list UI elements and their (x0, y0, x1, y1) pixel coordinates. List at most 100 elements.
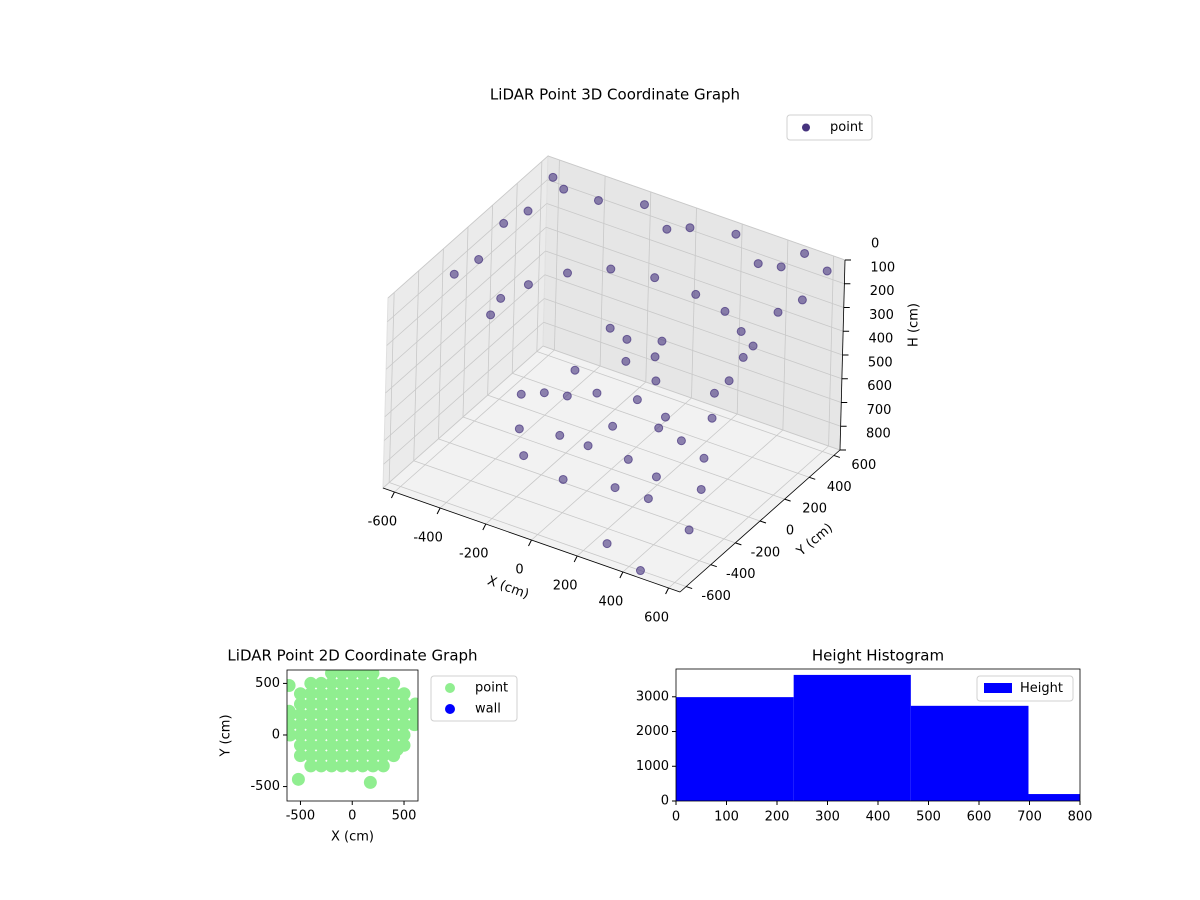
point (304, 718, 318, 732)
point (314, 759, 328, 773)
y-tick-label: 600 (851, 458, 876, 473)
point (593, 195, 603, 205)
point (314, 718, 328, 732)
point (345, 697, 359, 711)
point (335, 738, 349, 752)
x-tick-label: 400 (866, 810, 891, 825)
point (345, 738, 359, 752)
y-axis-label: Y (cm) (219, 714, 234, 757)
point (563, 268, 573, 278)
y-tick (759, 520, 767, 524)
point (407, 718, 418, 732)
point (709, 388, 719, 398)
grid-line (545, 226, 844, 332)
point (376, 697, 390, 711)
x-tick-label: -600 (368, 515, 398, 530)
y-tick (784, 498, 791, 502)
point (691, 289, 701, 299)
point (523, 206, 533, 216)
point (335, 728, 349, 742)
point (356, 718, 370, 732)
chart-title: LiDAR Point 2D Coordinate Graph (227, 647, 477, 665)
point (356, 728, 370, 742)
point (559, 184, 569, 194)
point (685, 223, 695, 233)
legend-marker (984, 683, 1012, 693)
point (707, 413, 717, 423)
point (555, 430, 565, 440)
x-tick-label: 100 (714, 810, 739, 825)
x-tick-label: 600 (644, 611, 669, 626)
x-tick-label: -400 (413, 531, 443, 546)
point (335, 670, 349, 680)
y-tick-label: 3000 (636, 689, 669, 704)
grid-line (438, 438, 736, 544)
z-tick-label: 700 (867, 403, 892, 418)
point (651, 376, 661, 386)
point (293, 728, 307, 742)
group (287, 670, 418, 789)
point (376, 718, 390, 732)
point (293, 718, 307, 732)
point (651, 472, 661, 482)
point (293, 697, 307, 711)
axis-line (839, 259, 846, 451)
point (516, 389, 526, 399)
point (408, 697, 418, 711)
point (314, 676, 328, 690)
y-tick (833, 454, 841, 458)
y-tick-label: 400 (827, 480, 852, 495)
y-tick (710, 564, 717, 568)
point (539, 388, 549, 398)
point (356, 697, 370, 711)
point (304, 676, 318, 690)
point (356, 749, 370, 763)
point (621, 356, 631, 366)
x-tick (573, 555, 578, 563)
point (366, 676, 380, 690)
point (325, 707, 339, 721)
point (325, 676, 339, 690)
y-tick-label: 1000 (636, 759, 669, 774)
point (304, 738, 318, 752)
y-tick (685, 586, 693, 590)
point (304, 707, 318, 721)
grid-line (382, 345, 544, 489)
grid-line (386, 203, 548, 346)
point (570, 365, 580, 375)
y-tick (735, 542, 742, 546)
point (335, 676, 349, 690)
point (562, 391, 572, 401)
point (366, 749, 380, 763)
point (474, 255, 484, 264)
point (387, 718, 401, 732)
point (325, 670, 339, 680)
legend-label: point (830, 120, 863, 135)
point (397, 697, 411, 711)
point (397, 687, 411, 701)
point (304, 728, 318, 742)
x-tick (528, 539, 532, 547)
point (397, 718, 411, 732)
legend-box (786, 114, 873, 141)
legend-box (976, 675, 1074, 702)
point (314, 707, 328, 721)
point (325, 749, 339, 763)
y-tick-label: -500 (250, 779, 280, 794)
point (356, 707, 370, 721)
x-tick-label: 0 (348, 809, 356, 824)
z-tick-label: 200 (870, 284, 895, 299)
point (366, 738, 380, 752)
group (676, 674, 1080, 801)
y-tick-label: 2000 (636, 724, 669, 739)
point (325, 759, 339, 773)
point (514, 424, 524, 434)
point (397, 728, 411, 742)
x-tick-label: 400 (598, 595, 623, 610)
grid-line (385, 226, 547, 370)
point (376, 749, 390, 763)
bar (676, 697, 794, 801)
point (387, 687, 401, 701)
point (592, 388, 602, 398)
point (325, 687, 339, 701)
